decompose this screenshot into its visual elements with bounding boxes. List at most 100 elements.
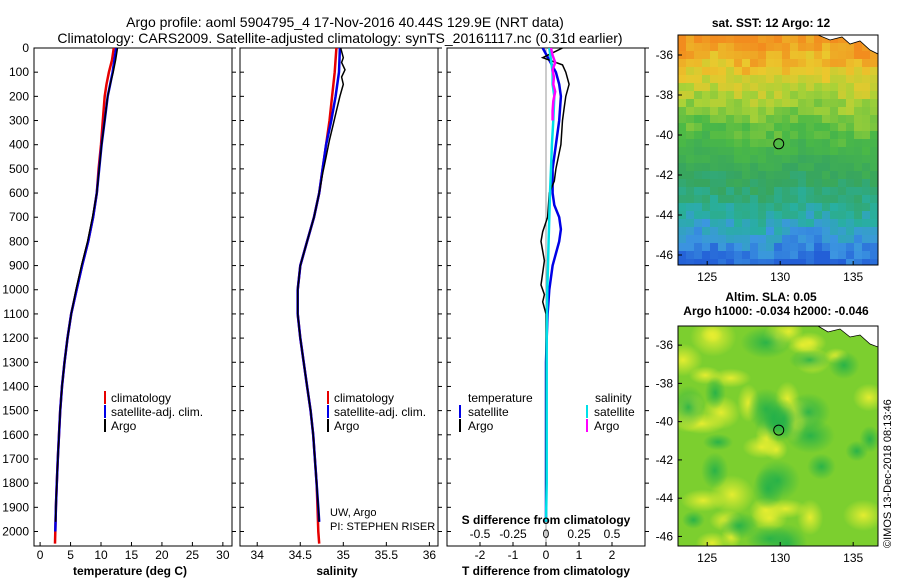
sst-cell: [678, 227, 687, 236]
sst-cell: [870, 131, 878, 140]
sst-cell: [710, 195, 719, 204]
sst-cell: [782, 123, 791, 132]
legend-label-s-satellite: satellite: [594, 405, 635, 419]
sst-cell: [854, 123, 863, 132]
sst-cell: [758, 259, 767, 265]
s-tick-label: 0.5: [604, 527, 621, 541]
sst-cell: [854, 171, 863, 180]
lat-tick-label: -36: [656, 48, 674, 62]
sst-cell: [774, 259, 783, 265]
sst-cell: [766, 43, 775, 52]
sst-cell: [870, 107, 878, 116]
sst-cell: [854, 163, 863, 172]
sst-cell: [718, 203, 727, 212]
sst-cell: [718, 147, 727, 156]
sst-cell: [822, 235, 831, 244]
sst-cell: [702, 163, 711, 172]
sst-cell: [718, 59, 727, 68]
sst-cell: [694, 147, 703, 156]
sst-cell: [854, 259, 863, 265]
sst-cell: [822, 51, 831, 60]
temperature-panel-frame: [33, 47, 233, 547]
sst-cell: [806, 35, 815, 44]
sst-cell: [758, 67, 767, 76]
sst-cell: [766, 35, 775, 44]
sst-cell: [846, 195, 855, 204]
sst-cell: [742, 51, 751, 60]
depth-tick-label: 1700: [2, 452, 29, 466]
sst-cell: [694, 211, 703, 220]
sst-cell: [798, 235, 807, 244]
sst-cell: [710, 243, 719, 252]
x-tick-label: 34.5: [289, 548, 313, 562]
sst-cell: [862, 139, 871, 148]
sst-cell: [822, 155, 831, 164]
sst-cell: [806, 75, 815, 84]
sst-cell: [862, 155, 871, 164]
sst-cell: [750, 59, 759, 68]
sst-cell: [742, 155, 751, 164]
sst-cell: [854, 75, 863, 84]
sla-map-lon-ticks: 125 130 135: [697, 542, 864, 565]
lat-tick-label: -40: [656, 128, 674, 142]
sst-cell: [862, 187, 871, 196]
sst-cell: [830, 163, 839, 172]
lon-tick-label: 125: [697, 270, 717, 284]
sst-cell: [790, 227, 799, 236]
sst-cell: [742, 123, 751, 132]
sst-cell: [758, 75, 767, 84]
sst-cell: [798, 251, 807, 260]
sst-cell: [694, 179, 703, 188]
sst-cell: [774, 219, 783, 228]
sst-cell: [814, 251, 823, 260]
sst-cell: [814, 43, 823, 52]
sst-cell: [814, 59, 823, 68]
sst-cell: [846, 123, 855, 132]
sst-cell: [838, 115, 847, 124]
sst-cell: [678, 147, 687, 156]
sst-cell: [846, 43, 855, 52]
sst-cell: [782, 147, 791, 156]
sst-cell: [774, 35, 783, 44]
sst-cell: [678, 123, 687, 132]
sst-cell: [846, 139, 855, 148]
legend-title-salinity: salinity: [595, 391, 632, 405]
sst-cell: [710, 219, 719, 228]
sst-map-lat-ticks: -36 -38 -40 -42 -44 -46: [656, 48, 682, 262]
sst-cell: [790, 243, 799, 252]
sst-cell: [814, 139, 823, 148]
sst-cell: [734, 227, 743, 236]
sst-cell: [734, 211, 743, 220]
sst-cell: [734, 139, 743, 148]
sst-cell: [726, 123, 735, 132]
sst-cell: [710, 35, 719, 44]
sst-cell: [694, 163, 703, 172]
salinity-series: [296, 48, 346, 544]
sst-cell: [862, 131, 871, 140]
x-tick-label: 0: [543, 548, 550, 562]
sst-cell: [790, 99, 799, 108]
legend-label-satellite: satellite-adj. clim.: [111, 405, 203, 419]
sla-negative-anomaly: [704, 376, 726, 410]
sst-cell: [742, 99, 751, 108]
sst-cell: [870, 195, 878, 204]
sst-cell: [830, 131, 839, 140]
sst-cell: [854, 195, 863, 204]
sst-map-frame: [677, 34, 879, 266]
sst-map-title: sat. SST: 12 Argo: 12: [712, 16, 831, 30]
sst-cell: [862, 235, 871, 244]
sst-cell: [718, 155, 727, 164]
sst-cell: [710, 251, 719, 260]
depth-tick-label: 900: [9, 259, 29, 273]
sla-negative-anomaly: [678, 385, 706, 430]
sst-cell: [822, 227, 831, 236]
sst-cell: [870, 155, 878, 164]
lat-tick-label: -38: [656, 376, 674, 390]
sst-cell: [774, 211, 783, 220]
sst-cell: [830, 187, 839, 196]
legend-label-t-satellite: satellite: [468, 405, 509, 419]
sst-cell: [750, 243, 759, 252]
sst-cell: [790, 147, 799, 156]
sst-cell: [846, 219, 855, 228]
sst-cell: [862, 243, 871, 252]
